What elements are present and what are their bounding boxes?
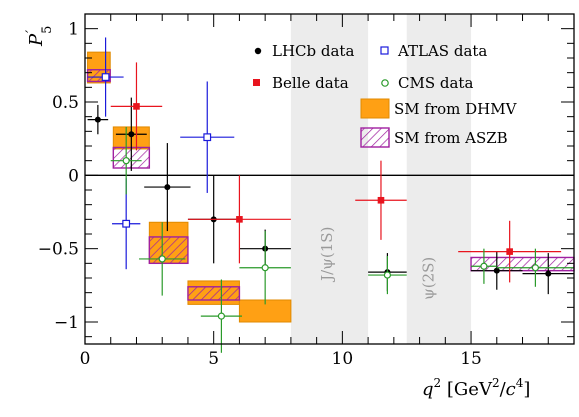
svg-text:P′5: P′5 [24,26,55,47]
belle-marker [378,197,385,204]
y-tick-label: 0.5 [52,93,79,113]
atlas-point [180,81,234,192]
legend-lhcb-label: LHCb data [272,42,354,60]
legend-dhmv-box [361,99,389,118]
y-axis-title: P′5 [24,26,55,47]
y-axis-title-prime: ′ [24,30,39,33]
atlas-marker [102,74,109,81]
belle-marker [133,103,140,110]
x-tick-label: 10 [332,349,354,369]
legend-aszb-box [361,128,389,147]
x-axis-title-q-sup: 2 [434,376,442,390]
veto-region-0 [291,14,368,344]
x-tick-label: 5 [208,349,219,369]
atlas-marker [204,134,211,141]
legend-belle-marker [253,79,260,86]
cms-marker [262,265,268,271]
x-axis-title-unit: [GeV [441,379,493,400]
y-tick-label: 0 [68,166,79,186]
x-axis-title: q2 [GeV2/c4] [422,376,530,400]
lhcb-marker [95,117,101,123]
cms-marker [481,263,487,269]
belle-marker [236,216,243,223]
cms-marker [218,313,224,319]
lhcb-marker [164,184,170,190]
x-axis-title-q: q [422,379,434,400]
lhcb-marker [128,131,134,137]
x-tick-label: 15 [460,349,482,369]
legend-atlas-marker [381,47,388,54]
x-axis-title-c: c [506,379,516,400]
y-axis-title-sub: 5 [40,26,55,34]
legend-cms-label: CMS data [398,74,473,92]
atlas-point [88,37,124,116]
lhcb-point [144,143,190,231]
y-tick-label: −1 [54,313,79,333]
cms-marker [532,265,538,271]
veto-label-psi2s: ψ(2S) [420,257,438,300]
legend-dhmv-label: SM from DHMV [394,100,518,118]
belle-point [188,175,291,263]
cms-marker [123,158,129,164]
legend-aszb-label: SM from ASZB [394,129,508,147]
cms-marker [159,256,165,262]
legend-belle-label: Belle data [272,74,349,92]
legend-lhcb-marker [255,48,261,54]
x-axis-title-unit-sup: 2 [492,376,500,390]
belle-marker [506,248,513,255]
x-tick-label: 0 [80,349,91,369]
cms-point [239,231,290,304]
legend-atlas-label: ATLAS data [397,42,487,60]
y-tick-label: 1 [68,20,79,40]
atlas-marker [123,220,130,227]
veto-region-1 [407,14,471,344]
cms-marker [384,272,390,278]
lhcb-marker [545,271,551,277]
y-axis-title-main: P [26,33,47,47]
sm-aszb-bin [188,287,239,300]
cms-point [471,249,497,284]
veto-label-jpsi: J/ψ(1S) [318,227,336,283]
x-axis-title-close: ] [523,379,530,400]
legend-cms-marker [382,80,388,86]
y-tick-label: −0.5 [38,240,79,260]
cms-point [368,256,407,294]
lhcb-marker [494,268,500,274]
